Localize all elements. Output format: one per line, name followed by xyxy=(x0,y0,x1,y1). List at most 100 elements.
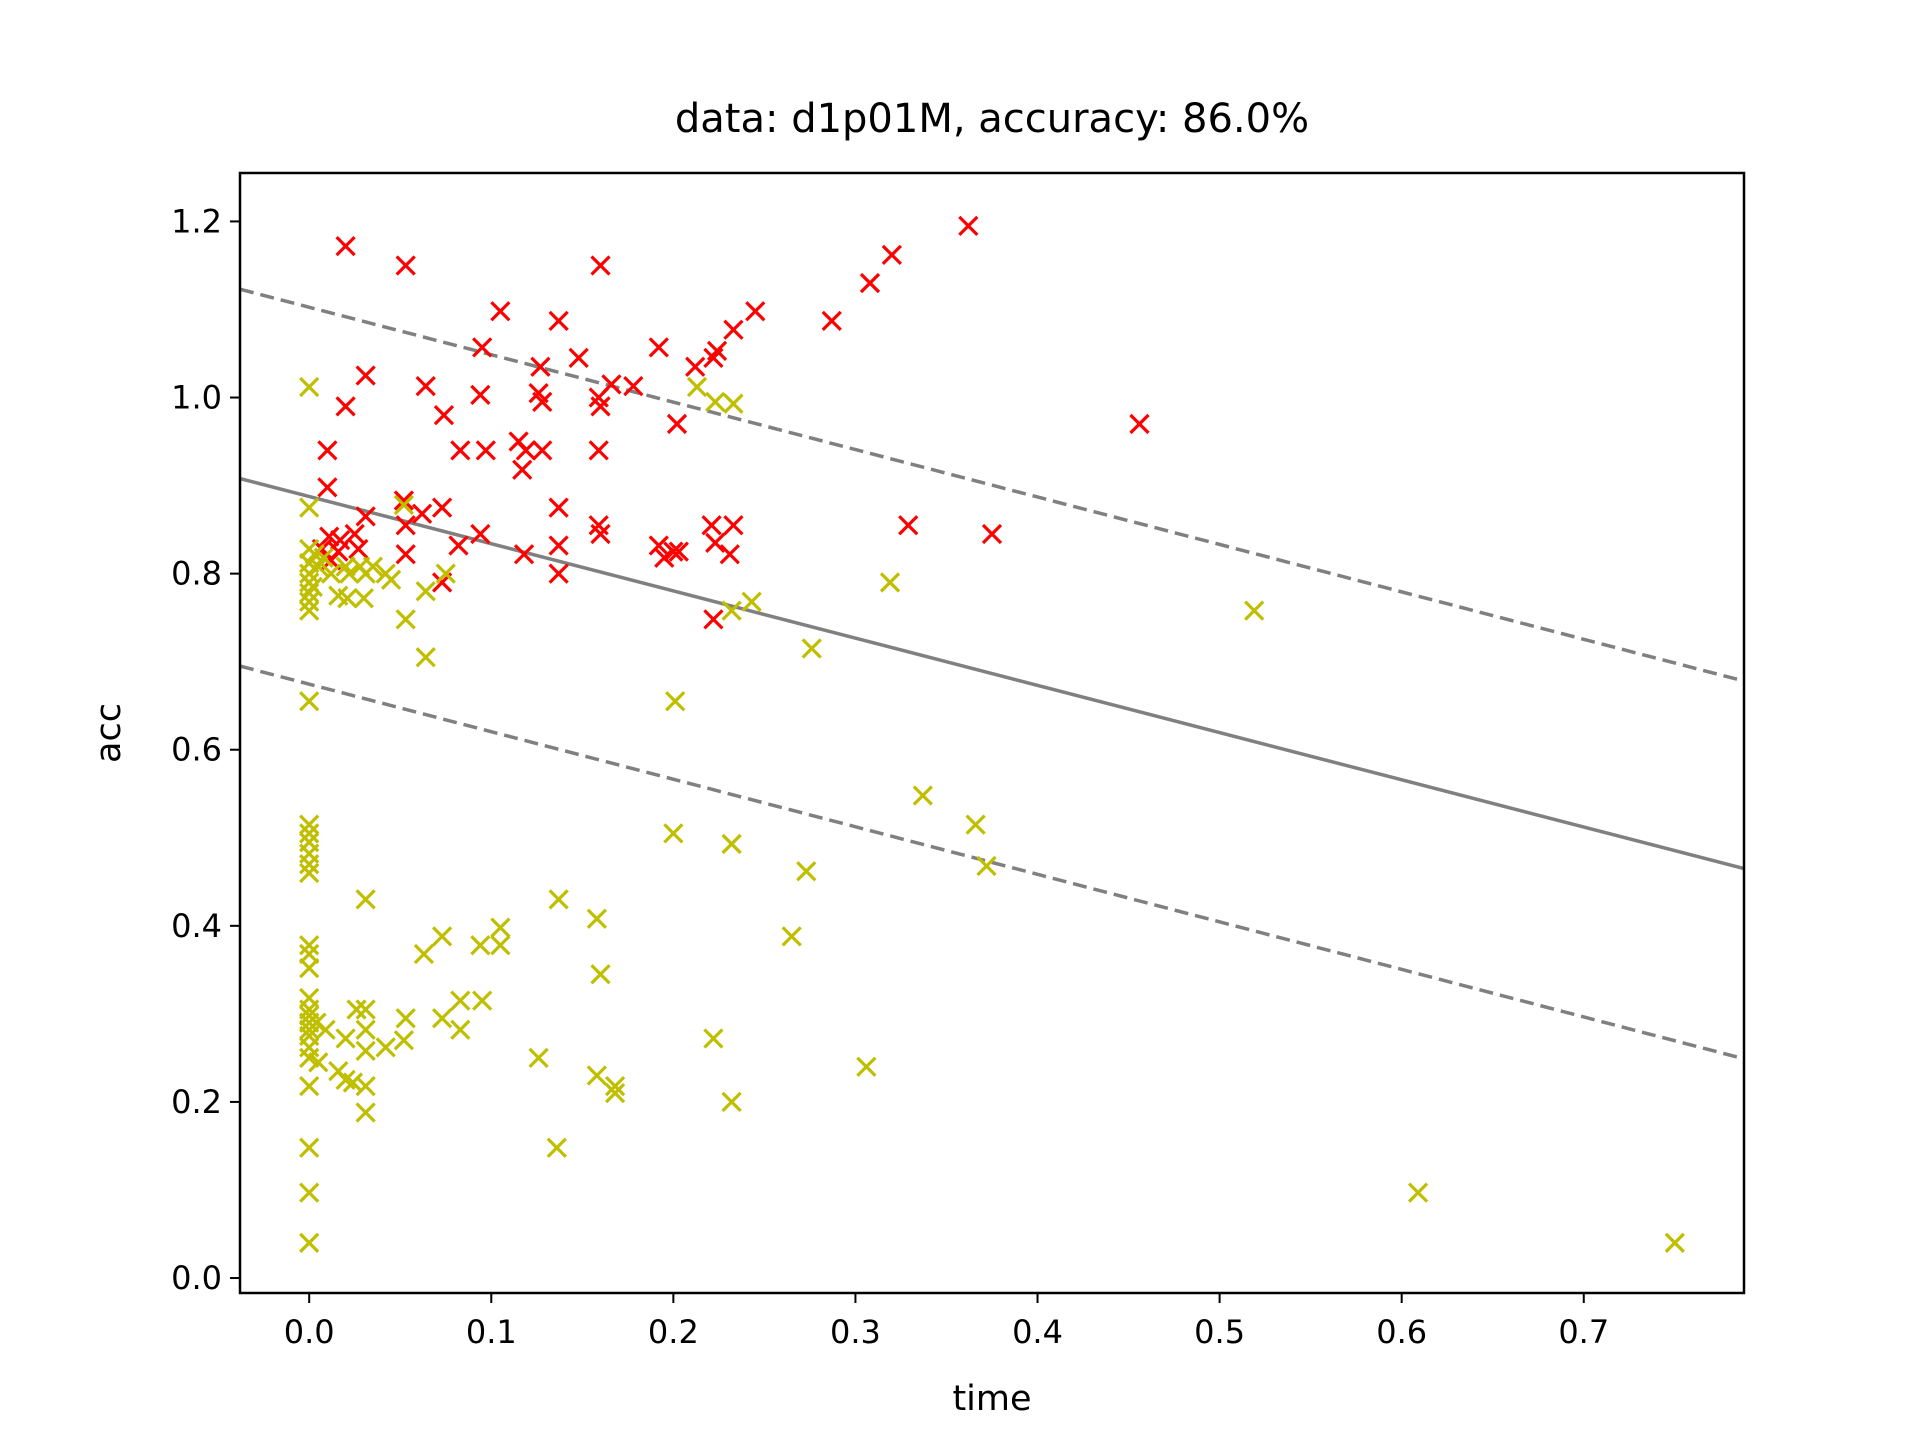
point-s1-50 xyxy=(796,861,817,882)
point-s0-4 xyxy=(881,244,902,266)
point-s1-27 xyxy=(353,588,374,609)
point-s0-36 xyxy=(532,440,553,461)
point-s0-29 xyxy=(666,413,688,435)
point-s0-35 xyxy=(515,440,537,461)
x-tick-label: 0.2 xyxy=(648,1313,699,1351)
point-s1-42 xyxy=(299,823,320,844)
point-s0-44 xyxy=(355,506,376,527)
point-s0-64 xyxy=(668,541,689,562)
point-s0-2 xyxy=(590,255,611,276)
point-s0-17 xyxy=(685,356,706,377)
point-s1-3 xyxy=(723,393,744,414)
x-tick-label: 0.4 xyxy=(1012,1313,1063,1351)
point-s0-41 xyxy=(431,497,453,518)
point-s1-48 xyxy=(976,855,997,877)
point-s1-94 xyxy=(299,1075,320,1097)
point-s1-100 xyxy=(299,1137,320,1158)
point-s1-8 xyxy=(313,547,334,568)
point-s1-52 xyxy=(548,889,569,910)
point-s1-19 xyxy=(435,563,456,584)
point-s1-32 xyxy=(721,600,742,621)
point-s1-91 xyxy=(586,1065,608,1086)
y-tick-label: 0.0 xyxy=(171,1259,222,1297)
point-s0-7 xyxy=(745,301,766,322)
y-tick-label: 1.2 xyxy=(171,202,222,240)
point-s0-65 xyxy=(395,544,416,565)
x-tick-label: 0.1 xyxy=(466,1313,517,1351)
point-s1-89 xyxy=(856,1056,877,1077)
point-s0-38 xyxy=(512,459,533,480)
point-s1-23 xyxy=(879,572,901,593)
point-s1-55 xyxy=(431,926,453,947)
x-tick-label: 0.0 xyxy=(284,1313,335,1351)
point-s1-98 xyxy=(721,1091,742,1113)
point-s1-61 xyxy=(413,943,435,965)
point-s0-20 xyxy=(623,375,644,397)
point-s1-41 xyxy=(965,814,986,835)
point-s1-15 xyxy=(320,563,342,584)
point-s0-26 xyxy=(590,396,611,417)
point-s0-47 xyxy=(701,515,722,536)
point-s1-28 xyxy=(415,581,436,602)
point-s1-83 xyxy=(375,1037,396,1058)
point-s0-56 xyxy=(705,532,726,553)
point-s0-12 xyxy=(648,337,669,358)
point-s0-58 xyxy=(548,535,569,556)
point-s1-49 xyxy=(299,862,320,884)
point-s0-0 xyxy=(335,235,356,257)
x-axis-ticks: 0.0 0.1 0.2 0.3 0.4 0.5 0.6 0.7 xyxy=(284,1293,1609,1351)
point-s1-4 xyxy=(299,497,320,518)
point-s1-36 xyxy=(415,647,436,668)
point-s0-27 xyxy=(335,396,356,417)
point-s0-10 xyxy=(723,319,744,340)
point-s1-58 xyxy=(490,935,511,956)
point-s0-21 xyxy=(415,375,436,397)
point-s0-23 xyxy=(470,384,491,406)
point-s1-33 xyxy=(1244,600,1265,621)
point-s1-51 xyxy=(355,889,376,910)
point-s1-57 xyxy=(470,935,491,956)
point-s1-22 xyxy=(380,569,402,590)
x-tick-label: 0.3 xyxy=(830,1313,881,1351)
point-s0-59 xyxy=(448,535,469,556)
point-s1-103 xyxy=(1407,1182,1429,1203)
y-tick-label: 0.4 xyxy=(171,907,222,945)
point-s1-76 xyxy=(315,1019,336,1040)
point-s0-32 xyxy=(317,440,338,461)
point-s1-69 xyxy=(346,999,367,1020)
point-s1-59 xyxy=(299,935,320,956)
point-s1-86 xyxy=(528,1047,549,1069)
point-s0-40 xyxy=(393,490,415,511)
point-s1-97 xyxy=(604,1082,626,1104)
point-s0-18 xyxy=(355,365,376,386)
point-s1-93 xyxy=(342,1072,364,1093)
point-s1-1 xyxy=(686,376,708,398)
point-s1-40 xyxy=(299,814,320,835)
point-s0-66 xyxy=(513,544,535,565)
point-s0-39 xyxy=(317,477,338,498)
point-s1-66 xyxy=(450,990,471,1011)
point-s1-70 xyxy=(355,999,376,1020)
point-s1-24 xyxy=(299,582,320,604)
point-s1-38 xyxy=(665,691,686,712)
point-s1-105 xyxy=(1664,1232,1685,1253)
point-s0-33 xyxy=(450,440,471,461)
point-s0-15 xyxy=(568,347,589,369)
point-s1-34 xyxy=(395,609,416,630)
point-s1-14 xyxy=(299,563,320,584)
point-s0-3 xyxy=(958,215,979,236)
point-s0-51 xyxy=(981,523,1003,545)
point-s0-9 xyxy=(548,310,569,332)
point-s0-14 xyxy=(703,347,724,369)
point-s1-77 xyxy=(355,1019,376,1040)
point-s1-81 xyxy=(703,1028,724,1049)
x-tick-label: 0.6 xyxy=(1376,1313,1427,1351)
y-tick-label: 0.6 xyxy=(171,731,222,769)
point-s1-88 xyxy=(308,1052,329,1073)
point-s1-63 xyxy=(590,964,611,985)
y-tick-label: 1.0 xyxy=(171,379,222,417)
y-tick-label: 0.8 xyxy=(171,555,222,593)
point-s1-47 xyxy=(299,854,320,875)
point-s1-2 xyxy=(705,391,726,413)
